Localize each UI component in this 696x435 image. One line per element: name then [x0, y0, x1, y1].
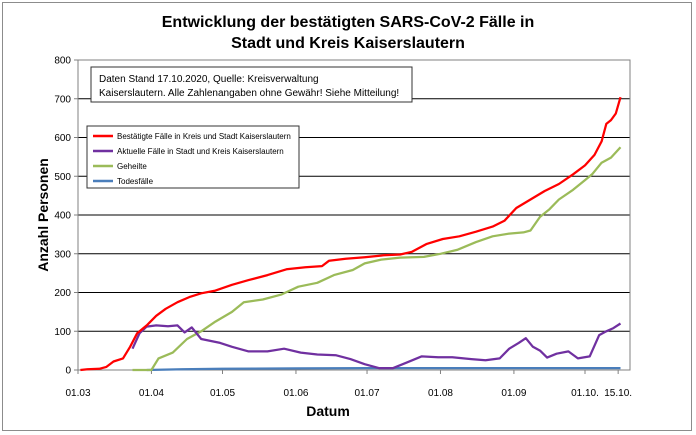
annotation-line-1: Daten Stand 17.10.2020, Quelle: Kreisver… [99, 74, 319, 85]
y-tick-label-500: 500 [54, 172, 71, 183]
y-tick-label-800: 800 [54, 56, 71, 67]
y-tick-label-200: 200 [54, 288, 71, 299]
x-tick-label-01.05: 01.05 [210, 388, 235, 399]
y-tick-label-300: 300 [54, 249, 71, 260]
series-line-1 [80, 96, 622, 372]
x-tick-label-01.06: 01.06 [283, 388, 308, 399]
series-line-2 [131, 322, 622, 370]
x-tick-label-01.08: 01.08 [428, 388, 453, 399]
x-axis-label: Datum [306, 403, 350, 419]
series-line-3 [132, 146, 622, 372]
x-tick-label-01.03: 01.03 [65, 388, 90, 399]
series-lines [80, 96, 622, 372]
x-tick-label-01.04: 01.04 [139, 388, 164, 399]
chart-title-line-2: Stadt und Kreis Kaiserslautern [231, 35, 465, 52]
legend-label-1: Bestätigte Fälle in Kreis und Stadt Kais… [117, 132, 291, 141]
x-tick-label-01.07: 01.07 [355, 388, 380, 399]
y-axis-ticks: 0 100 200 300 400 500 600 700 800 [54, 56, 78, 377]
y-tick-label-0: 0 [65, 366, 71, 377]
annotation-line-2: Kaiserslautern. Alle Zahlenangaben ohne … [99, 88, 399, 99]
y-tick-label-400: 400 [54, 211, 71, 222]
y-tick-label-100: 100 [54, 327, 71, 338]
legend-label-3: Geheilte [117, 162, 147, 171]
chart-title: Entwicklung der bestätigten SARS-CoV-2 F… [0, 12, 696, 54]
x-axis-ticks: 01.03 01.04 01.05 01.06 01.07 01.08 01.09 01.10… [65, 370, 632, 399]
legend: Bestätigte Fälle in Kreis und Stadt Kais… [86, 125, 300, 189]
chart-title-line-1: Entwicklung der bestätigten SARS-CoV-2 F… [161, 14, 535, 31]
annotation-box: Daten Stand 17.10.2020, Quelle: Kreisver… [90, 66, 413, 103]
series-line-4 [146, 366, 621, 372]
y-tick-label-600: 600 [54, 133, 71, 144]
x-tick-label-01.09: 01.09 [501, 388, 526, 399]
y-tick-label-700: 700 [54, 94, 71, 105]
legend-label-4: Todesfälle [117, 177, 154, 186]
x-tick-label-01.10.: 01.10. [571, 388, 599, 399]
x-tick-label-15.10.: 15.10. [604, 388, 632, 399]
y-axis-label: Anzahl Personen [35, 158, 51, 272]
legend-label-2: Aktuelle Fälle in Stadt und Kreis Kaiser… [117, 147, 284, 156]
